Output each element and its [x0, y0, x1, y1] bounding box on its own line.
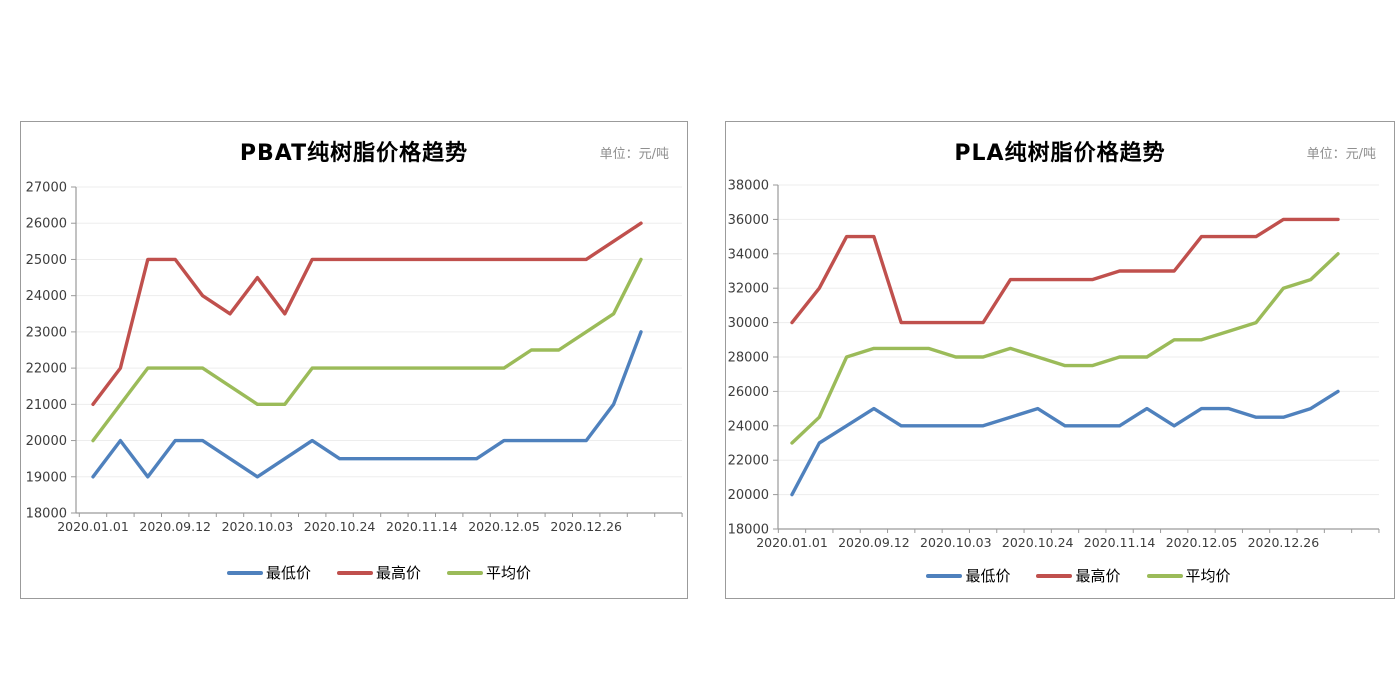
- svg-text:24000: 24000: [26, 289, 67, 304]
- legend-item-avg: 平均价: [1146, 565, 1231, 586]
- chart-title: PLA纯树脂价格趋势: [954, 141, 1166, 166]
- legend-label: 最高价: [375, 564, 421, 582]
- svg-text:23000: 23000: [26, 325, 67, 340]
- pbat-chart-panel: 18000 19000 20000 21000 22000 23000 24000 25000…: [20, 121, 688, 599]
- svg-text:36000: 36000: [728, 213, 769, 228]
- svg-text:18000: 18000: [728, 523, 769, 538]
- svg-text:2020.12.05: 2020.12.05: [468, 519, 540, 534]
- legend: 最低价 最高价 平均价: [76, 562, 682, 583]
- svg-text:18000: 18000: [26, 507, 67, 522]
- pla-chart-panel: 18000 20000 22000 24000 26000 28000 30000 32000…: [725, 121, 1395, 599]
- svg-text:34000: 34000: [728, 247, 769, 262]
- legend-label: 最低价: [965, 567, 1011, 585]
- svg-text:2020.09.12: 2020.09.12: [838, 535, 910, 550]
- pbat-price-trend-plot: 18000 19000 20000 21000 22000 23000 24000 25000…: [26, 181, 683, 534]
- min-price-line-swatch: [226, 570, 263, 575]
- legend-label: 最低价: [265, 564, 311, 582]
- svg-text:2020.12.05: 2020.12.05: [1166, 535, 1238, 550]
- legend-item-max: 最高价: [1036, 565, 1121, 586]
- legend-label: 平均价: [1185, 567, 1231, 585]
- svg-text:2020.10.24: 2020.10.24: [1002, 535, 1074, 550]
- unit-label: 单位：元/吨: [1306, 147, 1376, 162]
- svg-text:28000: 28000: [728, 351, 769, 366]
- svg-text:32000: 32000: [728, 282, 769, 297]
- svg-text:21000: 21000: [26, 398, 67, 413]
- svg-text:2020.11.14: 2020.11.14: [1084, 535, 1156, 550]
- svg-text:38000: 38000: [728, 179, 769, 194]
- svg-text:2020.12.26: 2020.12.26: [1248, 535, 1320, 550]
- svg-text:2020.10.03: 2020.10.03: [222, 519, 294, 534]
- legend-label: 最高价: [1075, 567, 1121, 585]
- svg-text:19000: 19000: [26, 470, 67, 485]
- pla-price-trend-plot: 18000 20000 22000 24000 26000 28000 30000 32000…: [728, 179, 1380, 550]
- svg-text:20000: 20000: [728, 488, 769, 503]
- max-price-line-swatch: [336, 570, 373, 575]
- avg-price-line-swatch: [1146, 573, 1183, 578]
- svg-text:27000: 27000: [26, 181, 67, 196]
- legend-item-min: 最低价: [926, 565, 1010, 586]
- svg-text:2020.10.03: 2020.10.03: [920, 535, 992, 550]
- svg-text:20000: 20000: [26, 434, 67, 449]
- svg-text:30000: 30000: [728, 316, 769, 331]
- svg-text:25000: 25000: [26, 253, 67, 268]
- svg-text:2020.09.12: 2020.09.12: [139, 519, 211, 534]
- svg-text:2020.12.26: 2020.12.26: [550, 519, 622, 534]
- legend: 最低价 最高价 平均价: [778, 565, 1379, 586]
- legend-label: 平均价: [486, 564, 532, 582]
- svg-text:2020.01.01: 2020.01.01: [756, 535, 828, 550]
- chart-title: PBAT纯树脂价格趋势: [239, 141, 469, 166]
- legend-item-min: 最低价: [226, 562, 311, 583]
- svg-text:2020.01.01: 2020.01.01: [57, 519, 129, 534]
- legend-item-avg: 平均价: [447, 562, 531, 583]
- svg-text:22000: 22000: [26, 362, 67, 377]
- svg-text:26000: 26000: [26, 217, 67, 232]
- unit-label: 单位：元/吨: [599, 147, 669, 162]
- legend-item-max: 最高价: [336, 562, 421, 583]
- svg-text:24000: 24000: [728, 419, 769, 434]
- svg-text:2020.10.24: 2020.10.24: [304, 519, 376, 534]
- max-price-line-swatch: [1036, 573, 1073, 578]
- svg-text:26000: 26000: [728, 385, 769, 400]
- svg-text:22000: 22000: [728, 454, 769, 469]
- svg-text:2020.11.14: 2020.11.14: [386, 519, 458, 534]
- min-price-line-swatch: [926, 573, 963, 578]
- avg-price-line-swatch: [447, 570, 483, 575]
